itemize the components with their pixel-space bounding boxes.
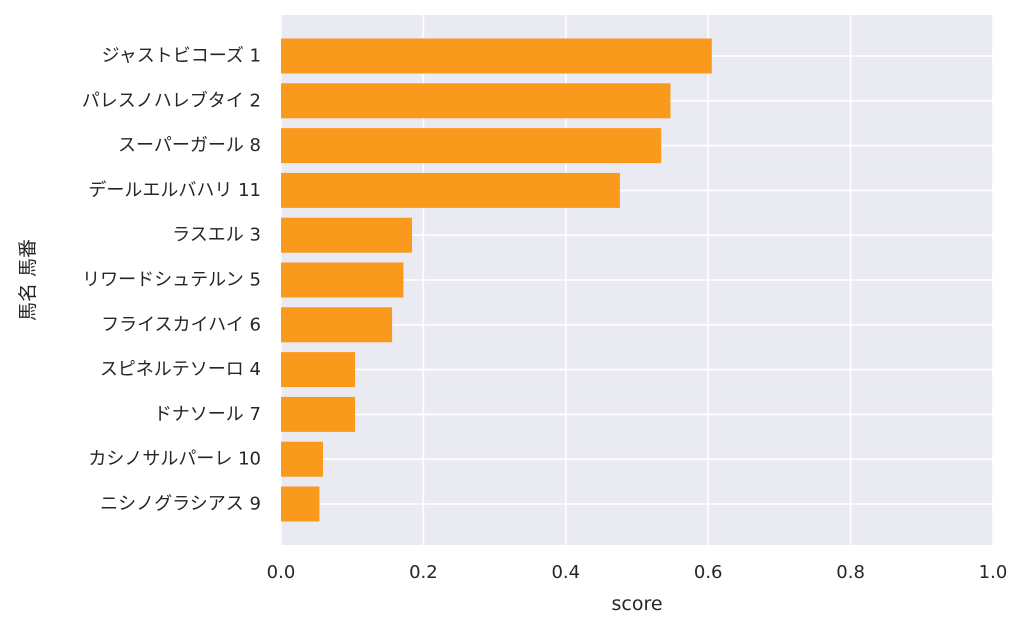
y-tick-label: ラスエル 3 bbox=[172, 225, 261, 246]
x-tick-label: 0.0 bbox=[267, 562, 296, 583]
x-tick-label: 0.6 bbox=[694, 562, 723, 583]
bar bbox=[281, 38, 712, 74]
x-tick-label: 0.2 bbox=[409, 562, 438, 583]
x-tick-labels: 0.0 0.2 0.4 0.6 0.8 1.0 bbox=[267, 562, 1008, 583]
bar bbox=[281, 441, 324, 477]
x-tick-label: 0.8 bbox=[836, 562, 865, 583]
bar bbox=[281, 352, 356, 388]
y-tick-label: デールエルバハリ 11 bbox=[88, 180, 261, 201]
y-tick-label: ジャストビコーズ 1 bbox=[102, 46, 261, 67]
bar bbox=[281, 262, 404, 298]
y-tick-label: ニシノグラシアス 9 bbox=[100, 494, 261, 515]
x-tick-label: 0.4 bbox=[551, 562, 580, 583]
y-tick-label: リワードシュテルン 5 bbox=[82, 270, 261, 291]
y-tick-label: カシノサルパーレ 10 bbox=[88, 449, 261, 470]
x-tick-label: 1.0 bbox=[979, 562, 1008, 583]
bar bbox=[281, 172, 620, 208]
bar bbox=[281, 396, 356, 432]
y-tick-label: スーパーガール 8 bbox=[118, 135, 261, 156]
y-axis-title: 馬名 馬番 bbox=[17, 239, 39, 321]
bar bbox=[281, 217, 413, 253]
bar bbox=[281, 307, 393, 343]
y-tick-label: パレスノハレブタイ 2 bbox=[82, 89, 261, 111]
y-tick-label: ドナソール 7 bbox=[154, 404, 261, 425]
bar bbox=[281, 83, 671, 119]
bar bbox=[281, 128, 662, 164]
bars bbox=[281, 38, 712, 522]
y-tick-label: スピネルテソーロ 4 bbox=[100, 359, 261, 380]
bar bbox=[281, 486, 320, 522]
x-axis-title: score bbox=[611, 593, 662, 615]
y-tick-label: フライスカイハイ 6 bbox=[101, 314, 261, 335]
y-tick-labels: ジャストビコーズ 1 パレスノハレブタイ 2 スーパーガール 8 デールエルバハリ 1… bbox=[82, 46, 261, 515]
